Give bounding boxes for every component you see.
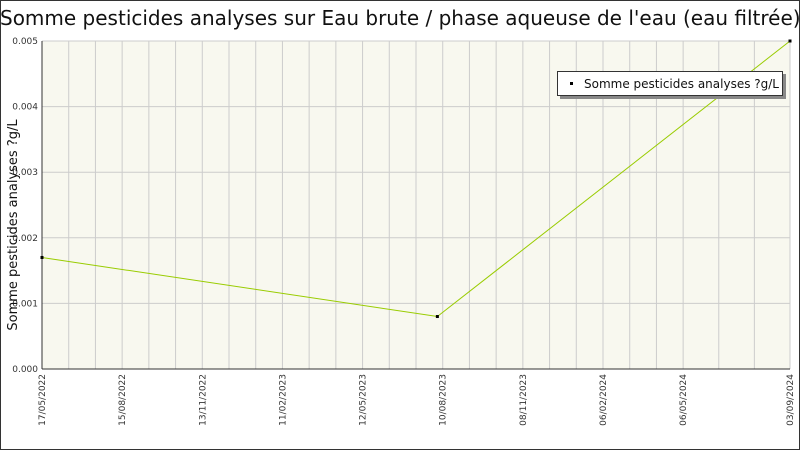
y-tick-label: 0.003 <box>12 168 38 178</box>
x-tick-label: 15/08/2022 <box>118 374 128 426</box>
data-point <box>788 39 792 43</box>
series-layer <box>40 39 792 319</box>
chart-title: Somme pesticides analyses sur Eau brute … <box>0 6 800 30</box>
x-tick-label: 10/08/2023 <box>439 374 449 426</box>
x-tick-label: 11/02/2023 <box>278 374 288 426</box>
x-tick-label: 12/05/2023 <box>359 374 369 426</box>
x-tick-labels: 17/05/2022 15/08/2022 13/11/2022 11/02/2023… <box>38 374 796 426</box>
x-tick-label: 06/02/2024 <box>599 374 609 426</box>
y-tick-label: 0.002 <box>12 234 38 244</box>
y-tick-label: 0.001 <box>12 299 38 309</box>
x-tick-label: 13/11/2022 <box>198 374 208 426</box>
x-tick-label: 08/11/2023 <box>519 374 529 426</box>
y-tick-label: 0.000 <box>12 365 38 375</box>
y-tick-labels: 0.000 0.001 0.002 0.003 0.004 0.005 <box>12 37 38 375</box>
x-tick-label: 06/05/2024 <box>679 374 689 426</box>
x-tick-label: 17/05/2022 <box>38 374 48 426</box>
legend-marker <box>570 82 573 85</box>
legend: Somme pesticides analyses ?g/L <box>557 71 783 96</box>
data-point <box>435 315 439 319</box>
legend-label: Somme pesticides analyses ?g/L <box>584 76 779 91</box>
axes <box>41 41 790 370</box>
y-axis-label: Somme pesticides analyses ?g/L <box>6 119 21 331</box>
data-point <box>40 255 44 259</box>
y-tick-label: 0.005 <box>12 37 38 47</box>
x-tick-label: 03/09/2024 <box>786 374 796 426</box>
y-tick-label: 0.004 <box>12 103 38 113</box>
